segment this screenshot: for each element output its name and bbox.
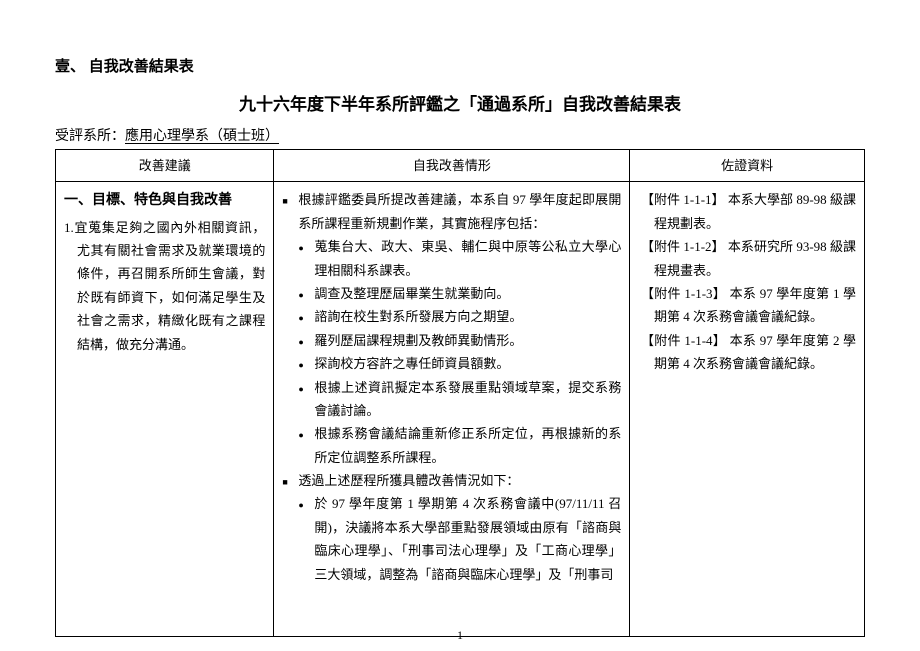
improvement-item-text: 根據評鑑委員所提改善建議，本系自 97 學年度起即展開系所課程重新規劃作業，其實… bbox=[298, 192, 621, 230]
improvement-item: 透過上述歷程所獲具體改善情況如下： 於 97 學年度第 1 學期第 4 次系務會議… bbox=[282, 469, 621, 586]
improvement-sub-item: 根據系務會議結論重新修正系所定位，再根據新的系所定位調整系所課程。 bbox=[298, 422, 621, 469]
improvement-item: 根據評鑑委員所提改善建議，本系自 97 學年度起即展開系所課程重新規劃作業，其實… bbox=[282, 188, 621, 469]
cell-improvement: 根據評鑑委員所提改善建議，本系自 97 學年度起即展開系所課程重新規劃作業，其實… bbox=[274, 182, 630, 637]
improvement-sub-item: 於 97 學年度第 1 學期第 4 次系務會議中(97/11/11 召開)，決議… bbox=[298, 492, 621, 586]
evidence-item: 【附件 1-1-4】 本系 97 學年度第 2 學期第 4 次系務會議會議紀錄。 bbox=[638, 329, 856, 376]
suggestion-text: 1.宜蒐集足夠之國內外相關資訊，尤其有關社會需求及就業環境的條件，再召開系所師生… bbox=[64, 216, 265, 356]
document-subtitle: 受評系所：應用心理學系（碩士班） bbox=[55, 125, 865, 145]
evidence-item: 【附件 1-1-2】 本系研究所 93-98 級課程規畫表。 bbox=[638, 235, 856, 282]
improvement-sub-item: 探詢校方容許之專任師資員額數。 bbox=[298, 352, 621, 375]
header-suggestion: 改善建議 bbox=[56, 150, 274, 182]
subtitle-prefix: 受評系所： bbox=[55, 129, 125, 144]
section-heading: 壹、 自我改善結果表 bbox=[55, 55, 865, 76]
cell-evidence: 【附件 1-1-1】 本系大學部 89-98 級課程規劃表。【附件 1-1-2】… bbox=[630, 182, 865, 637]
improvement-item-text: 透過上述歷程所獲具體改善情況如下： bbox=[298, 473, 519, 488]
evidence-list: 【附件 1-1-1】 本系大學部 89-98 級課程規劃表。【附件 1-1-2】… bbox=[638, 188, 856, 375]
improvement-sub-item: 蒐集台大、政大、東吳、輔仁與中原等公私立大學心理相關科系課表。 bbox=[298, 235, 621, 282]
improvement-sub-list: 於 97 學年度第 1 學期第 4 次系務會議中(97/11/11 召開)，決議… bbox=[298, 492, 621, 586]
evidence-item: 【附件 1-1-1】 本系大學部 89-98 級課程規劃表。 bbox=[638, 188, 856, 235]
header-self-improvement: 自我改善情形 bbox=[274, 150, 630, 182]
improvement-sub-item: 羅列歷屆課程規劃及教師異動情形。 bbox=[298, 329, 621, 352]
table-row: 一、目標、特色與自我改善 1.宜蒐集足夠之國內外相關資訊，尤其有關社會需求及就業… bbox=[56, 182, 865, 637]
improvement-sub-list: 蒐集台大、政大、東吳、輔仁與中原等公私立大學心理相關科系課表。調查及整理歷屆畢業… bbox=[298, 235, 621, 469]
subtitle-department: 應用心理學系（碩士班） bbox=[125, 129, 279, 144]
table-header-row: 改善建議 自我改善情形 佐證資料 bbox=[56, 150, 865, 182]
improvement-sub-item: 根據上述資訊擬定本系發展重點領域草案，提交系務會議討論。 bbox=[298, 376, 621, 423]
row-heading: 一、目標、特色與自我改善 bbox=[64, 188, 265, 213]
document-title: 九十六年度下半年系所評鑑之「通過系所」自我改善結果表 bbox=[55, 90, 865, 115]
cell-suggestion: 一、目標、特色與自我改善 1.宜蒐集足夠之國內外相關資訊，尤其有關社會需求及就業… bbox=[56, 182, 274, 637]
evidence-item: 【附件 1-1-3】 本系 97 學年度第 1 學期第 4 次系務會議會議紀錄。 bbox=[638, 282, 856, 329]
improvement-sub-item: 諮詢在校生對系所發展方向之期望。 bbox=[298, 305, 621, 328]
page-number: 1 bbox=[457, 628, 463, 643]
improvement-list: 根據評鑑委員所提改善建議，本系自 97 學年度起即展開系所課程重新規劃作業，其實… bbox=[282, 188, 621, 586]
header-evidence: 佐證資料 bbox=[630, 150, 865, 182]
improvement-table: 改善建議 自我改善情形 佐證資料 一、目標、特色與自我改善 1.宜蒐集足夠之國內… bbox=[55, 149, 865, 637]
improvement-sub-item: 調查及整理歷屆畢業生就業動向。 bbox=[298, 282, 621, 305]
